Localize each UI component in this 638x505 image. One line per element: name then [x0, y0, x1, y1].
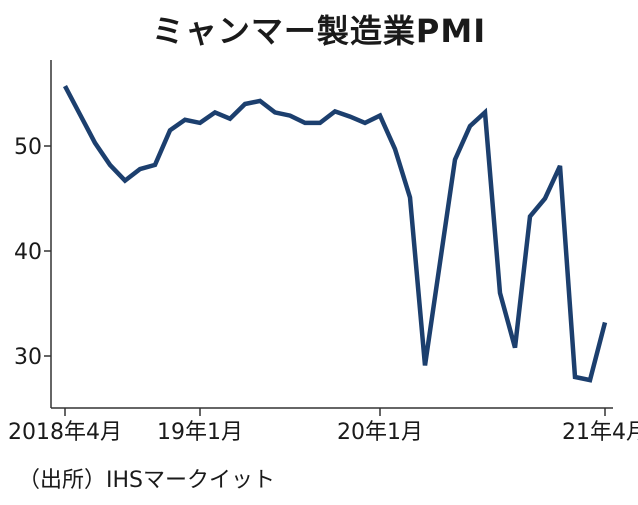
pmi-data-point	[123, 179, 127, 183]
pmi-data-point	[198, 121, 202, 125]
pmi-data-point	[243, 102, 247, 106]
chart-title: ミャンマー製造業PMI	[151, 12, 487, 50]
pmi-data-point	[303, 121, 307, 125]
pmi-data-point	[393, 147, 397, 151]
pmi-data-point	[348, 115, 352, 119]
y-tick-label: 30	[14, 345, 42, 370]
pmi-data-point	[318, 121, 322, 125]
pmi-data-point	[558, 164, 562, 168]
y-tick-label: 40	[14, 240, 42, 265]
pmi-data-point	[228, 117, 232, 121]
pmi-data-point	[483, 110, 487, 114]
x-tick-label: 2018年4月	[8, 420, 122, 445]
pmi-data-point	[78, 113, 82, 117]
pmi-data-point	[513, 346, 517, 350]
pmi-data-point	[288, 114, 292, 118]
pmi-data-point	[183, 118, 187, 122]
pmi-data-point	[93, 141, 97, 145]
pmi-data-point	[108, 163, 112, 167]
x-tick-label: 19年1月	[157, 420, 243, 445]
pmi-data-point	[438, 261, 442, 265]
pmi-data-point	[528, 214, 532, 218]
pmi-data-point	[408, 195, 412, 199]
pmi-data-point	[498, 291, 502, 295]
y-axis: 30 40 50	[14, 60, 52, 408]
y-tick-label: 50	[14, 135, 42, 160]
pmi-data-point	[453, 158, 457, 162]
x-axis: 2018年4月 19年1月 20年1月 21年4月	[8, 407, 638, 445]
pmi-series-line	[63, 85, 608, 383]
pmi-data-point	[363, 121, 367, 125]
x-tick-label: 21年4月	[562, 420, 638, 445]
pmi-data-point	[63, 84, 67, 88]
pmi-data-point	[468, 124, 472, 128]
pmi-data-point	[573, 375, 577, 379]
pmi-data-point	[423, 363, 427, 367]
pmi-data-point	[588, 378, 592, 382]
series-group	[63, 84, 608, 383]
source-note: （出所）IHSマークイット	[18, 468, 275, 493]
pmi-data-point	[258, 99, 262, 103]
pmi-data-point	[603, 320, 607, 324]
pmi-data-point	[378, 114, 382, 118]
pmi-data-point	[153, 163, 157, 167]
pmi-data-point	[168, 128, 172, 132]
pmi-data-point	[213, 110, 217, 114]
pmi-data-point	[138, 167, 142, 171]
pmi-data-point	[543, 197, 547, 201]
pmi-data-point	[333, 109, 337, 113]
pmi-data-point	[273, 110, 277, 114]
x-tick-label: 20年1月	[337, 420, 423, 445]
